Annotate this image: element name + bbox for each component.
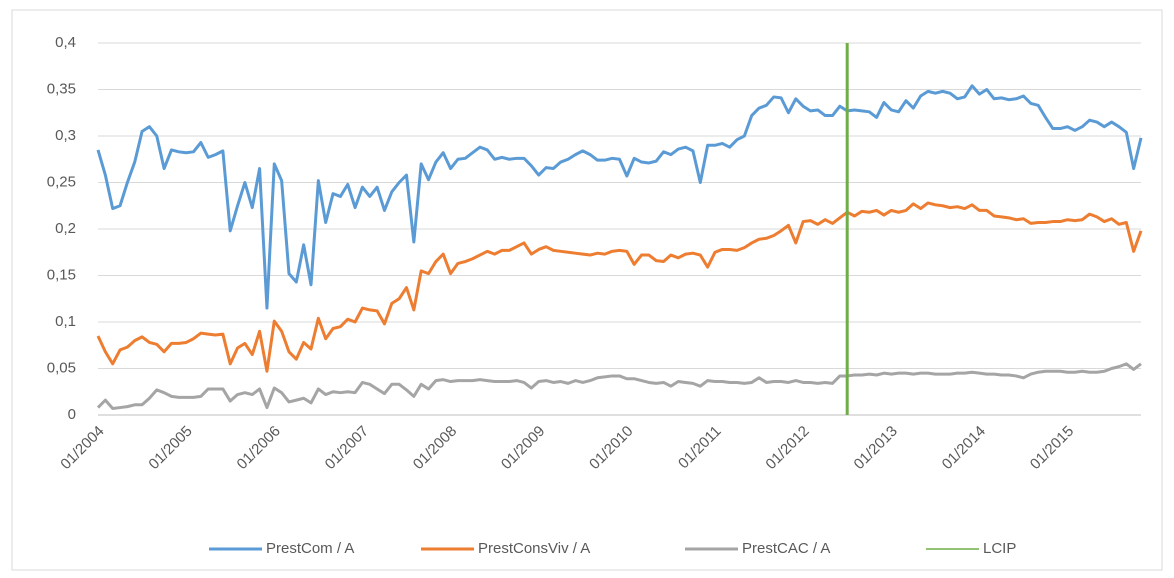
y-tick-label: 0,35 — [47, 80, 76, 97]
legend-label: LCIP — [983, 540, 1016, 557]
legend-label: PrestCAC / A — [742, 540, 830, 557]
y-tick-label: 0,25 — [47, 173, 76, 190]
y-tick-label: 0 — [68, 406, 76, 423]
y-tick-label: 0,3 — [55, 127, 76, 144]
legend-label: PrestCom / A — [266, 540, 354, 557]
series-line — [96, 362, 1142, 410]
y-tick-label: 0,1 — [55, 313, 76, 330]
y-tick-label: 0,05 — [47, 359, 76, 376]
y-tick-label: 0,15 — [47, 266, 76, 283]
series-line — [96, 84, 1143, 310]
legend-label: PrestConsViv / A — [478, 540, 590, 557]
y-tick-label: 0,2 — [55, 220, 76, 237]
series-line — [96, 201, 1143, 373]
chart-frame — [11, 9, 1163, 571]
y-tick-label: 0,4 — [55, 34, 76, 51]
